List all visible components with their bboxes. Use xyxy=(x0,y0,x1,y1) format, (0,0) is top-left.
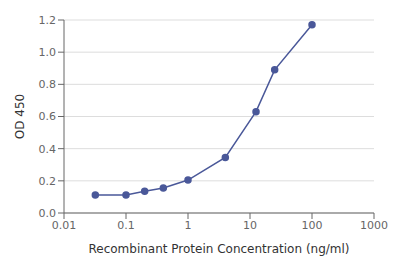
svg-text:100: 100 xyxy=(302,219,323,232)
svg-text:0.01: 0.01 xyxy=(52,219,77,232)
svg-text:0.4: 0.4 xyxy=(39,143,57,156)
svg-text:Recombinant Protein Concentrat: Recombinant Protein Concentration (ng/ml… xyxy=(88,242,349,256)
svg-text:OD 450: OD 450 xyxy=(13,94,27,139)
svg-text:0.6: 0.6 xyxy=(39,110,57,123)
svg-text:0.8: 0.8 xyxy=(39,78,57,91)
svg-text:10: 10 xyxy=(243,219,257,232)
svg-text:1: 1 xyxy=(185,219,192,232)
svg-text:1000: 1000 xyxy=(360,219,388,232)
svg-text:0.0: 0.0 xyxy=(39,207,57,220)
svg-text:0.2: 0.2 xyxy=(39,175,57,188)
svg-text:1.0: 1.0 xyxy=(39,46,57,59)
svg-text:0.1: 0.1 xyxy=(117,219,135,232)
svg-text:1.2: 1.2 xyxy=(39,14,57,27)
